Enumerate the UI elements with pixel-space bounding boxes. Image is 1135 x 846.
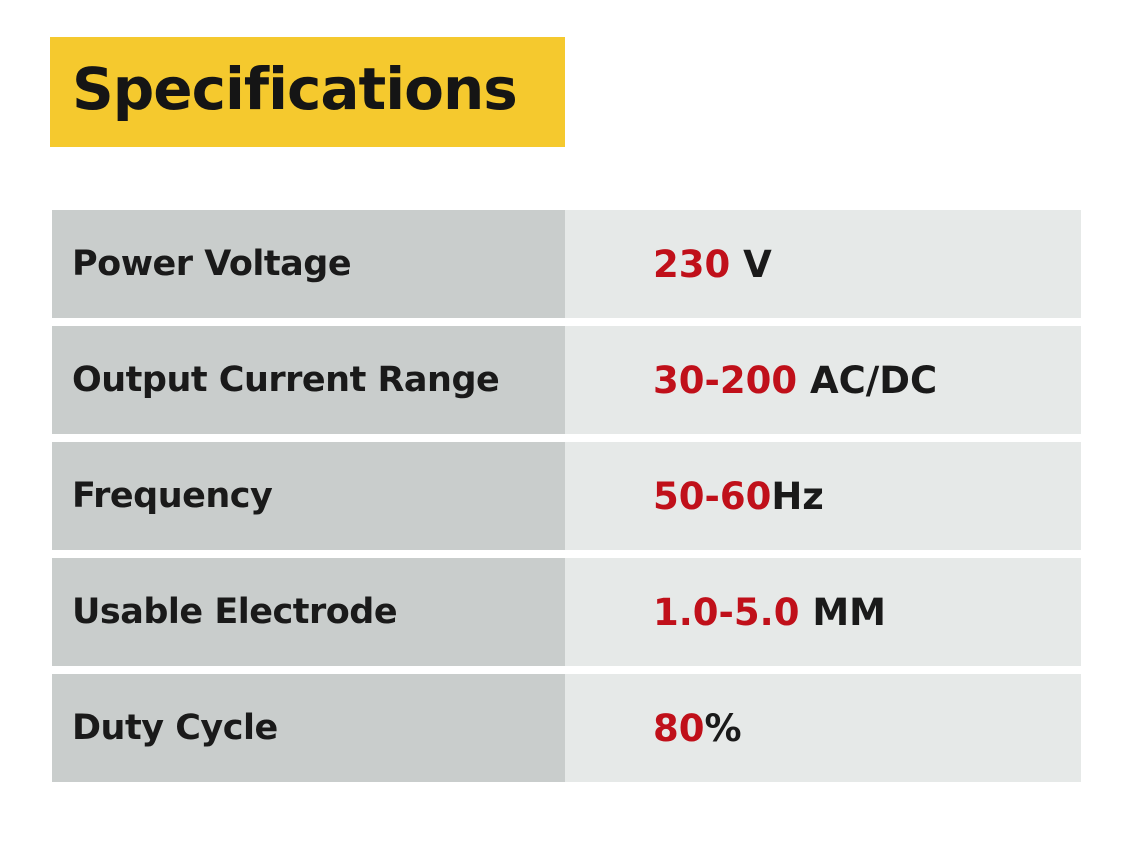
spec-value: 1.0-5.0 MM [565, 558, 1081, 666]
spec-row-duty-cycle: Duty Cycle 80% [52, 674, 1081, 782]
spec-unit: V [730, 242, 772, 286]
spec-label: Output Current Range [52, 326, 565, 434]
spec-label: Usable Electrode [52, 558, 565, 666]
spec-unit: AC/DC [797, 358, 938, 402]
spec-value: 80% [565, 674, 1081, 782]
spec-value: 30-200 AC/DC [565, 326, 1081, 434]
spec-number: 30-200 [653, 358, 798, 402]
spec-value: 230 V [565, 210, 1081, 318]
spec-number: 50-60 [653, 474, 772, 518]
spec-label: Frequency [52, 442, 565, 550]
spec-row-output-current: Output Current Range 30-200 AC/DC [52, 326, 1081, 434]
spec-unit: % [704, 706, 742, 750]
spec-number: 230 [653, 242, 731, 286]
specs-table: Power Voltage 230 V Output Current Range… [52, 210, 1081, 790]
spec-row-frequency: Frequency 50-60 Hz [52, 442, 1081, 550]
page-title: Specifications [72, 55, 518, 123]
spec-label: Power Voltage [52, 210, 565, 318]
spec-number: 80 [653, 706, 705, 750]
spec-row-power-voltage: Power Voltage 230 V [52, 210, 1081, 318]
spec-value: 50-60 Hz [565, 442, 1081, 550]
spec-number: 1.0-5.0 [653, 590, 800, 634]
title-banner: Specifications [50, 37, 565, 147]
spec-unit: Hz [771, 474, 824, 518]
spec-label: Duty Cycle [52, 674, 565, 782]
spec-unit: MM [799, 590, 886, 634]
spec-row-electrode: Usable Electrode 1.0-5.0 MM [52, 558, 1081, 666]
